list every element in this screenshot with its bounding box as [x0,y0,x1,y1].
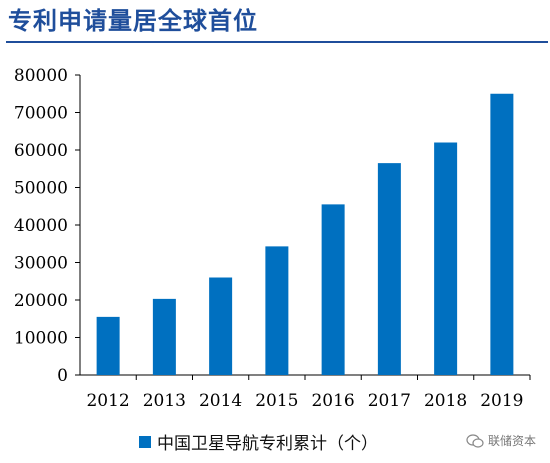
bar-2013 [152,298,176,375]
legend-label: 中国卫星导航专利累计（个） [157,434,378,454]
page-title: 专利申请量居全球首位 [8,7,258,35]
x-tick-label: 2017 [368,391,411,411]
watermark-text: 联储资本 [487,434,536,448]
y-tick-label: 20000 [14,291,68,311]
y-tick-label: 50000 [14,179,68,199]
watermark: 联储资本 [466,432,536,449]
title-underline [6,41,548,43]
y-tick-label: 10000 [14,329,68,349]
x-tick-label: 2015 [255,391,298,411]
bar-2012 [96,316,120,375]
bar-2017 [377,163,401,375]
y-tick-label: 40000 [14,216,68,236]
y-tick-label: 80000 [14,66,68,86]
x-tick-label: 2018 [424,391,467,411]
x-tick-label: 2013 [143,391,186,411]
y-tick-label: 30000 [14,254,68,274]
bar-2019 [490,93,514,375]
bar-2018 [434,142,458,375]
y-tick-label: 70000 [14,104,68,124]
y-tick-label: 60000 [14,141,68,161]
bar-2016 [321,204,345,375]
chart-legend: 中国卫星导航专利累计（个） [139,429,378,454]
x-tick-label: 2019 [480,391,523,411]
bar-2015 [265,246,289,375]
wechat-icon [466,433,484,448]
x-tick-label: 2012 [86,391,129,411]
legend-swatch [139,435,151,448]
y-tick-label: 0 [57,366,68,386]
x-tick-label: 2014 [199,391,242,411]
x-tick-label: 2016 [311,391,354,411]
bar-2014 [209,277,233,375]
